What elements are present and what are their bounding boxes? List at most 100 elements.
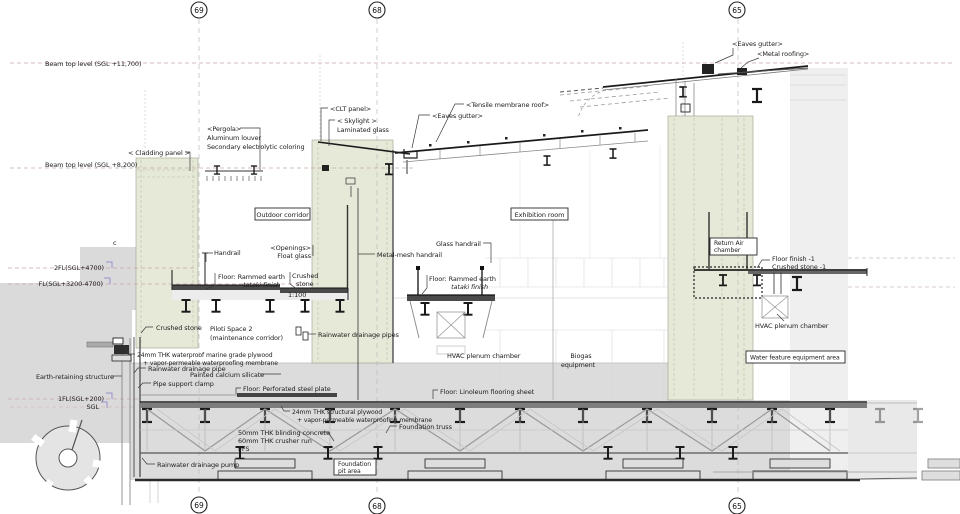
room-outdoor-corridor-label: Outdoor corridor <box>256 211 309 219</box>
exhibition-interior-lines <box>393 145 668 400</box>
grid-bubbles: 69 68 65 69 68 65 <box>190 1 746 514</box>
label-rain-pipe: Rainwater drainage pipe <box>148 365 226 373</box>
label-eaves-gutter-mid: <Eaves gutter> <box>432 112 483 120</box>
label-metal-roofing: <Metal roofing> <box>757 50 809 58</box>
label-structural-plywood: 24mm THK structural plywood <box>292 409 382 416</box>
label-clt-panel: <CLT panel> <box>330 105 371 113</box>
label-waterproof: 24mm THK waterproof marine grade plywood <box>137 352 273 359</box>
level-sgl: SGL <box>87 403 100 411</box>
svg-text:65: 65 <box>732 6 742 15</box>
label-crushed-left: Crushed stone <box>156 324 202 332</box>
label-structural-plywood-2: + vapor-permeable waterproofing membrane <box>297 417 432 424</box>
level-fl-range: FL(SGL+3200-4700) <box>39 280 103 288</box>
label-crushed-mid: Crushed <box>292 272 318 280</box>
tensile-membrane-roof <box>394 127 649 166</box>
right-floor-minus1 <box>693 212 868 319</box>
label-openings: <Openings> <box>270 244 311 252</box>
leader-lines <box>101 48 785 465</box>
label-hvac-right: HVAC plenum chamber <box>755 322 829 330</box>
earth-retaining-wall <box>86 337 159 505</box>
label-eaves-gutter-right: <Eaves gutter> <box>732 40 783 48</box>
grid-bubble-top-right: 65 <box>728 1 746 19</box>
label-earth-retaining: Earth-retaining structure <box>36 373 114 381</box>
label-pergola-3: Secondary electrolytic coloring <box>207 143 305 151</box>
label-biogas: Biogas <box>570 352 592 360</box>
svg-text:65: 65 <box>732 502 742 511</box>
room-water-feature: Water feature equipment area <box>745 350 846 364</box>
room-foundation-pit-l2: pit area <box>338 468 361 475</box>
label-painted-calcium: Painted calcium silicate <box>190 371 264 379</box>
label-float-glass: Float glass <box>277 252 311 260</box>
label-piloti-2: (maintenance corridor) <box>210 334 283 342</box>
exhibition-platform <box>407 266 495 355</box>
room-foundation-pit-l1: Foundation <box>338 461 371 468</box>
label-floor-finish-m1: Floor finish -1 <box>772 255 815 263</box>
svg-text:68: 68 <box>372 502 382 511</box>
label-floor-rammed-left: Floor: Rammed earth <box>218 273 285 281</box>
svg-text:69: 69 <box>194 6 204 15</box>
scale-label: 1:100 <box>288 291 306 299</box>
grid-bubble-bottom-mid: 68 <box>368 497 386 514</box>
label-linoleum: Floor: Linoleum flooring sheet <box>440 388 535 396</box>
room-outdoor-corridor: Outdoor corridor <box>254 207 311 221</box>
room-return-air-l2: chamber <box>714 247 741 254</box>
room-labels: Outdoor corridor Exhibition room Return … <box>254 207 846 476</box>
label-glass-handrail: Glass handrail <box>436 240 481 248</box>
label-pergola: <Pergola> <box>207 125 241 133</box>
level-2fl: 2FL(SGL+4700) <box>54 264 104 272</box>
pump-detail-circle <box>30 419 106 494</box>
grid-bubble-top-mid: 68 <box>368 1 386 19</box>
label-tensile-roof: <Tensile membrane roof> <box>466 101 549 109</box>
clt-wall-right <box>667 115 754 401</box>
room-return-air-l1: Return Air <box>714 240 744 247</box>
foundation <box>135 393 960 482</box>
grid-bubble-top-left: 69 <box>190 1 208 19</box>
clt-wall-mid <box>311 139 394 364</box>
footings <box>217 458 960 481</box>
label-waterproof-2: + vapor-permeable waterproofing membrane <box>143 360 278 367</box>
level-beam-8200: Beam top level (SGL +8,200) <box>45 161 137 169</box>
level-marker-glyphs <box>101 261 113 408</box>
label-metal-mesh: Metal-mesh handrail <box>377 251 442 259</box>
label-crusher-run: 60mm THK crusher run <box>238 437 312 445</box>
pergola-louver-ticks <box>206 176 262 181</box>
room-foundation-pit: Foundation pit area <box>333 458 377 476</box>
corridor-floor <box>171 252 350 341</box>
label-cladding-panel: < Cladding panel > <box>128 149 190 157</box>
label-foundation-truss: Foundation truss <box>399 423 453 431</box>
label-pipe-clamp: Pipe support clamp <box>153 380 214 388</box>
label-pergola-2: Aluminum louver <box>207 134 261 142</box>
clt-wall-left <box>135 157 199 349</box>
label-skylight-2: Laminated glass <box>337 126 389 134</box>
label-crushed-m1: Crushed stone -1 <box>772 263 826 271</box>
label-piloti: Piloti Space 2 <box>210 325 252 333</box>
level-lines <box>8 62 955 408</box>
foundation-truss <box>140 408 917 454</box>
room-water-feature-label: Water feature equipment area <box>750 355 840 362</box>
room-exhibition: Exhibition room <box>510 207 569 221</box>
label-skylight: < Skylight > <box>337 117 377 125</box>
labels: Beam top level (SGL +11,700) Beam top le… <box>36 40 829 469</box>
label-rain-pipes: Rainwater drainage pipes <box>318 331 400 339</box>
label-crushed-mid-2: stone <box>296 280 314 288</box>
label-tataki-center: tataki finish <box>451 283 488 291</box>
room-return-air: Return Air chamber <box>709 237 758 256</box>
pergola <box>205 165 263 181</box>
svg-text:68: 68 <box>372 6 382 15</box>
level-1fl: 1FL(SGL+200) <box>58 395 104 403</box>
metal-roof <box>559 64 809 119</box>
grid-bubble-bottom-right: 65 <box>728 497 746 514</box>
skylight-roof <box>317 141 418 400</box>
clt-wall-columns <box>135 115 754 401</box>
label-hvac-center: HVAC plenum chamber <box>447 352 521 360</box>
label-tataki-left: tataki finish <box>243 281 280 289</box>
label-blinding: 50mm THK blinding concrete <box>238 429 330 437</box>
mark-c: c <box>113 239 117 247</box>
label-pfs: PFS <box>238 445 249 453</box>
label-handrail: Handrail <box>214 249 241 257</box>
membrane-fixing-dots <box>429 127 622 147</box>
label-floor-rammed-center: Floor: Rammed earth <box>429 275 496 283</box>
label-perforated: Floor: Perforated steel plate <box>243 385 331 393</box>
